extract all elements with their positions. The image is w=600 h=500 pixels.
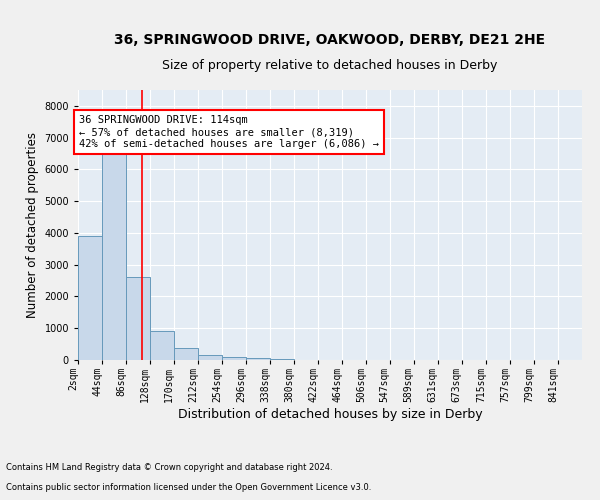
- Text: 36 SPRINGWOOD DRIVE: 114sqm
← 57% of detached houses are smaller (8,319)
42% of : 36 SPRINGWOOD DRIVE: 114sqm ← 57% of det…: [79, 116, 379, 148]
- Bar: [222, 357, 246, 360]
- X-axis label: Distribution of detached houses by size in Derby: Distribution of detached houses by size …: [178, 408, 482, 421]
- Bar: [198, 355, 222, 360]
- Bar: [102, 154, 126, 360]
- Text: Contains HM Land Registry data © Crown copyright and database right 2024.: Contains HM Land Registry data © Crown c…: [6, 463, 332, 472]
- Y-axis label: Number of detached properties: Number of detached properties: [26, 132, 39, 318]
- Bar: [270, 359, 294, 360]
- Text: 36, SPRINGWOOD DRIVE, OAKWOOD, DERBY, DE21 2HE: 36, SPRINGWOOD DRIVE, OAKWOOD, DERBY, DE…: [115, 33, 545, 47]
- Bar: [78, 236, 102, 360]
- Bar: [126, 278, 150, 360]
- Text: Size of property relative to detached houses in Derby: Size of property relative to detached ho…: [163, 58, 497, 71]
- Bar: [150, 332, 174, 360]
- Text: Contains public sector information licensed under the Open Government Licence v3: Contains public sector information licen…: [6, 483, 371, 492]
- Bar: [174, 348, 198, 360]
- Bar: [246, 358, 270, 360]
